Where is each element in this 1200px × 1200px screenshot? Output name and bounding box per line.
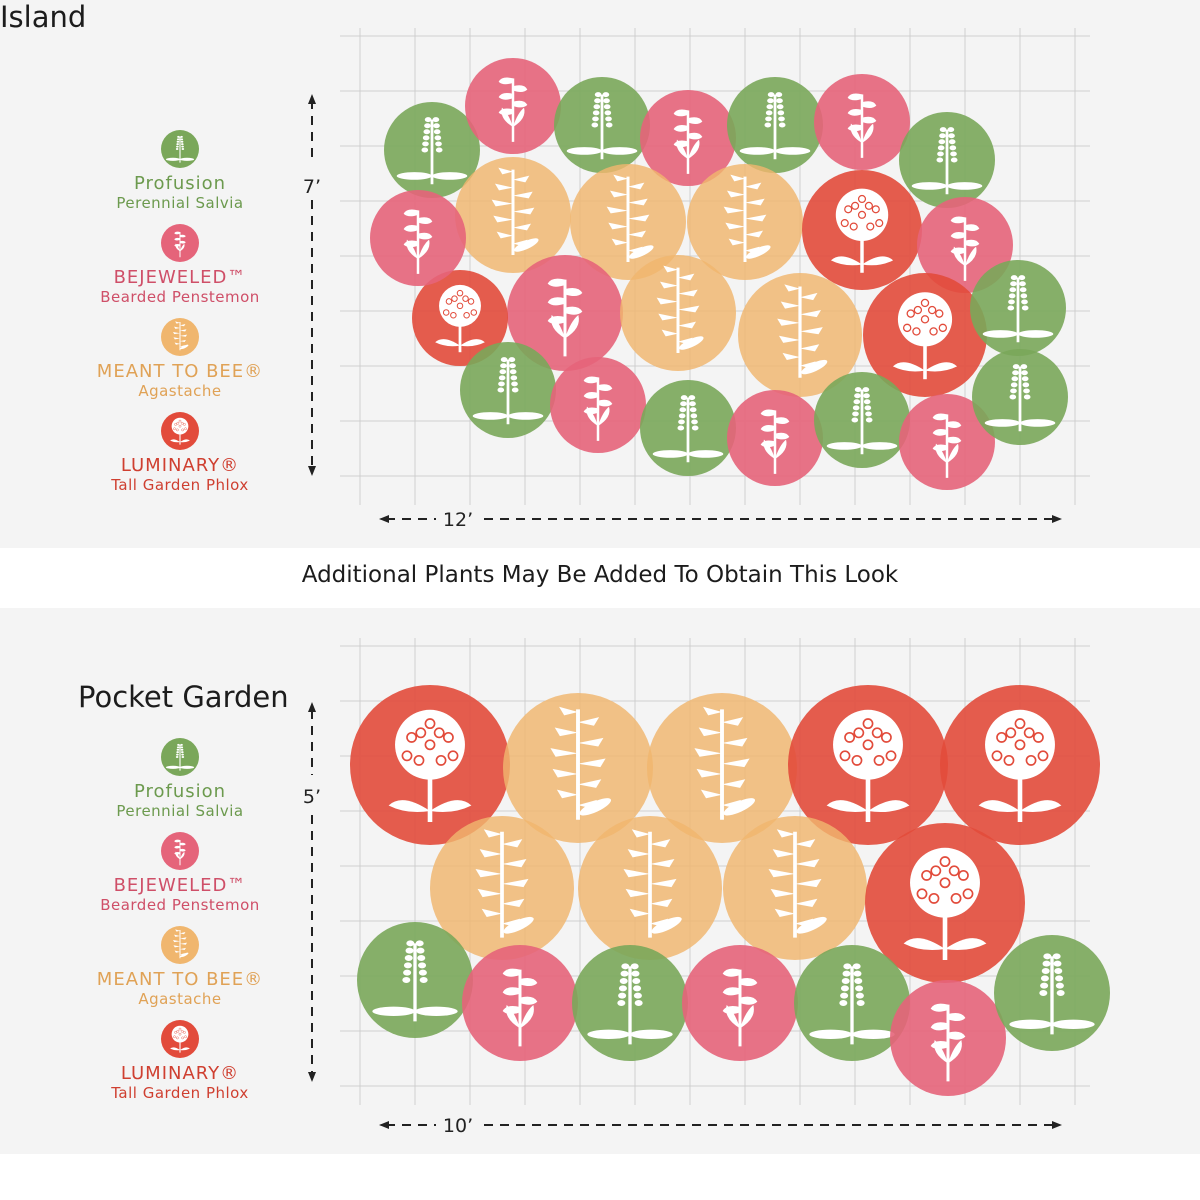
pocket-phlox-plant bbox=[865, 823, 1025, 983]
island-agastache-plant bbox=[687, 164, 803, 280]
legend-item-salvia: Profusion Perennial Salvia bbox=[60, 738, 300, 832]
penstemon-icon bbox=[161, 832, 199, 870]
island-penstemon-plant bbox=[917, 197, 1013, 293]
legend-name: BEJEWELED™ bbox=[113, 267, 247, 288]
pocket-salvia-plant bbox=[572, 945, 688, 1061]
pocket-height-dimension bbox=[308, 702, 316, 1082]
legend-item-penstemon: BEJEWELED™ Bearded Penstemon bbox=[60, 832, 300, 926]
legend-item-agastache: MEANT TO BEE® Agastache bbox=[60, 318, 300, 412]
island-penstemon-plant bbox=[550, 357, 646, 453]
legend-subtitle: Bearded Penstemon bbox=[100, 288, 260, 306]
island-salvia-plant bbox=[727, 77, 823, 173]
legend-subtitle: Tall Garden Phlox bbox=[111, 1084, 249, 1102]
island-phlox-plant bbox=[863, 273, 987, 397]
legend-name: LUMINARY® bbox=[120, 455, 240, 476]
pocket-agastache-plant bbox=[503, 693, 653, 843]
legend-item-agastache: MEANT TO BEE® Agastache bbox=[60, 926, 300, 1020]
island-agastache-plant bbox=[620, 255, 736, 371]
legend-subtitle: Bearded Penstemon bbox=[100, 896, 260, 914]
legend-name: Profusion bbox=[133, 781, 227, 802]
agastache-icon bbox=[161, 318, 199, 356]
salvia-icon bbox=[161, 130, 199, 168]
island-height-dimension bbox=[308, 94, 316, 476]
pocket-agastache-plant bbox=[430, 816, 574, 960]
legend-subtitle: Perennial Salvia bbox=[116, 802, 244, 820]
island-penstemon-plant bbox=[814, 74, 910, 170]
legend-name: BEJEWELED™ bbox=[113, 875, 247, 896]
additional-plants-note: Additional Plants May Be Added To Obtain… bbox=[301, 562, 899, 588]
legend-name: MEANT TO BEE® bbox=[96, 969, 264, 990]
pocket-phlox-plant bbox=[350, 685, 510, 845]
legend-subtitle: Perennial Salvia bbox=[116, 194, 244, 212]
pocket-penstemon-plant bbox=[682, 945, 798, 1061]
island-salvia-plant bbox=[460, 342, 556, 438]
legend-subtitle: Agastache bbox=[138, 382, 222, 400]
island-phlox-plant bbox=[802, 170, 922, 290]
pocket-phlox-plant bbox=[788, 685, 948, 845]
island-salvia-plant bbox=[970, 260, 1066, 356]
island-salvia-plant bbox=[972, 349, 1068, 445]
pocket-agastache-plant bbox=[723, 816, 867, 960]
pocket-garden-legend: Profusion Perennial Salvia BEJEWELED™ Beard… bbox=[60, 738, 300, 1114]
island-height-label: 7’ bbox=[303, 176, 321, 198]
legend-name: MEANT TO BEE® bbox=[96, 361, 264, 382]
pocket-phlox-plant bbox=[940, 685, 1100, 845]
legend-item-penstemon: BEJEWELED™ Bearded Penstemon bbox=[60, 224, 300, 318]
legend-item-phlox: LUMINARY® Tall Garden Phlox bbox=[60, 412, 300, 506]
pocket-garden-title: Pocket Garden bbox=[78, 680, 289, 714]
legend-subtitle: Tall Garden Phlox bbox=[111, 476, 249, 494]
plants-pocket bbox=[350, 685, 1110, 1096]
plants-island bbox=[370, 58, 1068, 490]
island-salvia-plant bbox=[899, 112, 995, 208]
island-penstemon-plant bbox=[899, 394, 995, 490]
phlox-icon bbox=[161, 1020, 199, 1058]
island-penstemon-plant bbox=[507, 255, 623, 371]
island-phlox-plant bbox=[412, 270, 508, 366]
penstemon-icon bbox=[161, 224, 199, 262]
island-agastache-plant bbox=[738, 273, 862, 397]
island-penstemon-plant bbox=[465, 58, 561, 154]
island-agastache-plant bbox=[570, 164, 686, 280]
island-penstemon-plant bbox=[727, 390, 823, 486]
island-penstemon-plant bbox=[370, 190, 466, 286]
legend-name: Profusion bbox=[133, 173, 227, 194]
pocket-salvia-plant bbox=[357, 922, 473, 1038]
pocket-penstemon-plant bbox=[890, 980, 1006, 1096]
island-agastache-plant bbox=[455, 157, 571, 273]
legend-item-salvia: Profusion Perennial Salvia bbox=[60, 130, 300, 224]
island-salvia-plant bbox=[554, 77, 650, 173]
legend-item-phlox: LUMINARY® Tall Garden Phlox bbox=[60, 1020, 300, 1114]
agastache-icon bbox=[161, 926, 199, 964]
pocket-salvia-plant bbox=[994, 935, 1110, 1051]
pocket-height-label: 5’ bbox=[303, 786, 321, 808]
island-salvia-plant bbox=[384, 102, 480, 198]
pocket-salvia-plant bbox=[794, 945, 910, 1061]
pocket-agastache-plant bbox=[578, 816, 722, 960]
legend-subtitle: Agastache bbox=[138, 990, 222, 1008]
phlox-icon bbox=[161, 412, 199, 450]
island-penstemon-plant bbox=[640, 90, 736, 186]
island-salvia-plant bbox=[814, 372, 910, 468]
pocket-agastache-plant bbox=[647, 693, 797, 843]
island-width-label: 12’ bbox=[443, 509, 473, 531]
island-title: Island bbox=[0, 0, 87, 34]
pocket-penstemon-plant bbox=[462, 945, 578, 1061]
pocket-width-label: 10’ bbox=[443, 1115, 473, 1137]
pocket-width-dimension bbox=[379, 1121, 1062, 1129]
salvia-icon bbox=[161, 738, 199, 776]
island-salvia-plant bbox=[640, 380, 736, 476]
legend-name: LUMINARY® bbox=[120, 1063, 240, 1084]
island-legend: Profusion Perennial Salvia BEJEWELED™ Beard… bbox=[60, 130, 300, 506]
island-width-dimension bbox=[379, 515, 1062, 523]
